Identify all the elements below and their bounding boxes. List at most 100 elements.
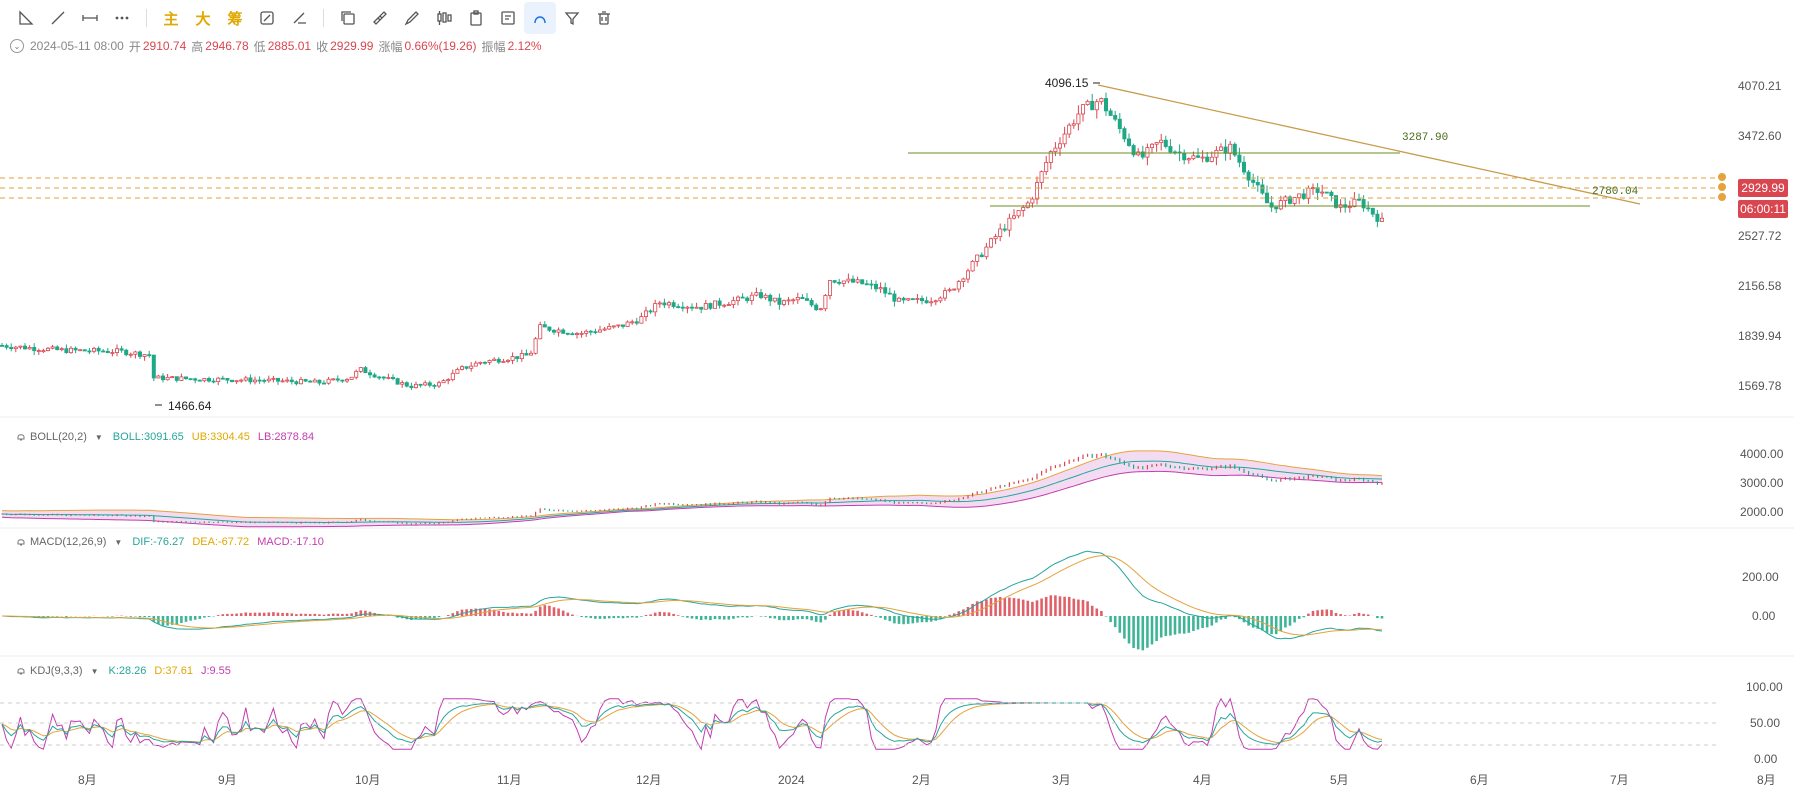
candle-body [46, 347, 51, 351]
candle-body [1081, 104, 1086, 115]
macd-legend: MACD(12,26,9) ▼ DIF:-76.27 DEA:-67.72 MA… [16, 536, 332, 548]
candle-body [542, 324, 547, 328]
candle-body [961, 278, 966, 282]
candle-body [1154, 142, 1159, 145]
candle-body [616, 324, 621, 327]
candle-body [713, 300, 718, 309]
pen-icon[interactable] [396, 2, 428, 34]
candle-body [482, 361, 487, 364]
candle-body [294, 381, 299, 385]
chevron-down-icon[interactable]: ⌄ [10, 39, 24, 53]
clipboard-icon[interactable] [460, 2, 492, 34]
peak-label: 4096.15 [1045, 76, 1089, 90]
toolbar-divider [323, 9, 324, 27]
candle-body [50, 346, 55, 349]
candle-body [1007, 217, 1012, 231]
time-axis-tick: 11月 [497, 773, 521, 786]
boll-band-fill [2, 450, 1382, 527]
boll-name[interactable]: BOLL(20,2) [30, 431, 87, 443]
candle-body [547, 326, 552, 331]
time-axis-tick: 9月 [218, 773, 237, 786]
main-indicator-button[interactable]: 主 [163, 10, 179, 28]
note-edit-icon[interactable] [492, 2, 524, 34]
kdj-d-line [1, 702, 1383, 743]
candle-body [1255, 182, 1260, 186]
candle-body [271, 377, 276, 380]
candle-body [202, 378, 207, 382]
edit-box-icon[interactable] [251, 2, 283, 34]
candle-body [1048, 151, 1053, 163]
candle-body [193, 378, 198, 381]
candle-body [874, 283, 879, 290]
candle-body [59, 348, 64, 351]
candle-body [1025, 202, 1030, 208]
caret-down-icon[interactable]: ▼ [114, 537, 123, 547]
candle-body [101, 350, 106, 353]
candle-body [441, 380, 446, 384]
candle-body [644, 310, 649, 317]
candle-body [1159, 139, 1164, 144]
descending-trendline[interactable] [1097, 84, 1641, 205]
kdj-name[interactable]: KDJ(9,3,3) [30, 665, 83, 677]
candle-body [82, 349, 87, 352]
eraser-icon[interactable] [283, 2, 315, 34]
horizontal-ray-icon[interactable] [74, 2, 106, 34]
candle-body [1232, 143, 1237, 156]
candle-body [768, 294, 773, 302]
candle-body [910, 298, 915, 301]
filter-icon[interactable] [556, 2, 588, 34]
macd-dif-value: DIF:-76.27 [132, 536, 185, 548]
candle-body [275, 377, 280, 382]
trend-line-icon[interactable] [42, 2, 74, 34]
candle-body [78, 349, 83, 352]
candle-body [156, 375, 161, 379]
candle-body [18, 345, 23, 348]
amplitude-label: 振幅 [481, 39, 506, 54]
candle-body [924, 300, 929, 304]
candle-body [1274, 206, 1279, 210]
candle-body [860, 279, 865, 285]
ruler-icon[interactable] [364, 2, 396, 34]
candle-body [1329, 191, 1334, 196]
magnet-icon[interactable] [524, 2, 556, 34]
candle-body [115, 348, 120, 353]
time-axis-tick: 4月 [1193, 773, 1212, 786]
chip-distribution-button[interactable]: 筹 [227, 10, 243, 28]
bell-icon[interactable] [16, 666, 26, 676]
alert-marker-icon[interactable] [1718, 173, 1726, 181]
change-label: 涨幅 [378, 39, 403, 54]
price-axis-tick: 4070.21 [1738, 79, 1782, 93]
candle-body [832, 280, 837, 283]
triangle-ruler-icon[interactable] [10, 2, 42, 34]
candle-body [455, 369, 460, 374]
time-axis-tick: 2024 [778, 773, 805, 786]
candle-body [1251, 179, 1256, 183]
candles-icon[interactable] [428, 2, 460, 34]
more-dots-icon[interactable] [106, 2, 138, 34]
macd-panel [1, 550, 1384, 651]
bell-icon[interactable] [16, 537, 26, 547]
candle-body [1301, 193, 1306, 199]
big-order-button[interactable]: 大 [195, 10, 211, 28]
alert-marker-icon[interactable] [1718, 193, 1726, 201]
candle-body [929, 301, 934, 304]
trash-icon[interactable] [588, 2, 620, 34]
candle-body [358, 367, 363, 372]
alert-marker-icon[interactable] [1718, 183, 1726, 191]
kdj-k-line [1, 702, 1383, 745]
candle-body [404, 382, 409, 387]
candle-body [740, 296, 745, 299]
copy-icon[interactable] [332, 2, 364, 34]
caret-down-icon[interactable]: ▼ [90, 666, 99, 676]
candle-body [413, 383, 418, 389]
macd-name[interactable]: MACD(12,26,9) [30, 536, 107, 548]
bell-icon[interactable] [16, 432, 26, 442]
candle-body [690, 306, 695, 309]
candle-body [575, 333, 580, 335]
caret-down-icon[interactable]: ▼ [94, 432, 103, 442]
candle-body [496, 358, 501, 363]
candle-body [621, 324, 626, 327]
candle-body [648, 310, 653, 313]
boll-axis-tick: 3000.00 [1740, 476, 1784, 490]
